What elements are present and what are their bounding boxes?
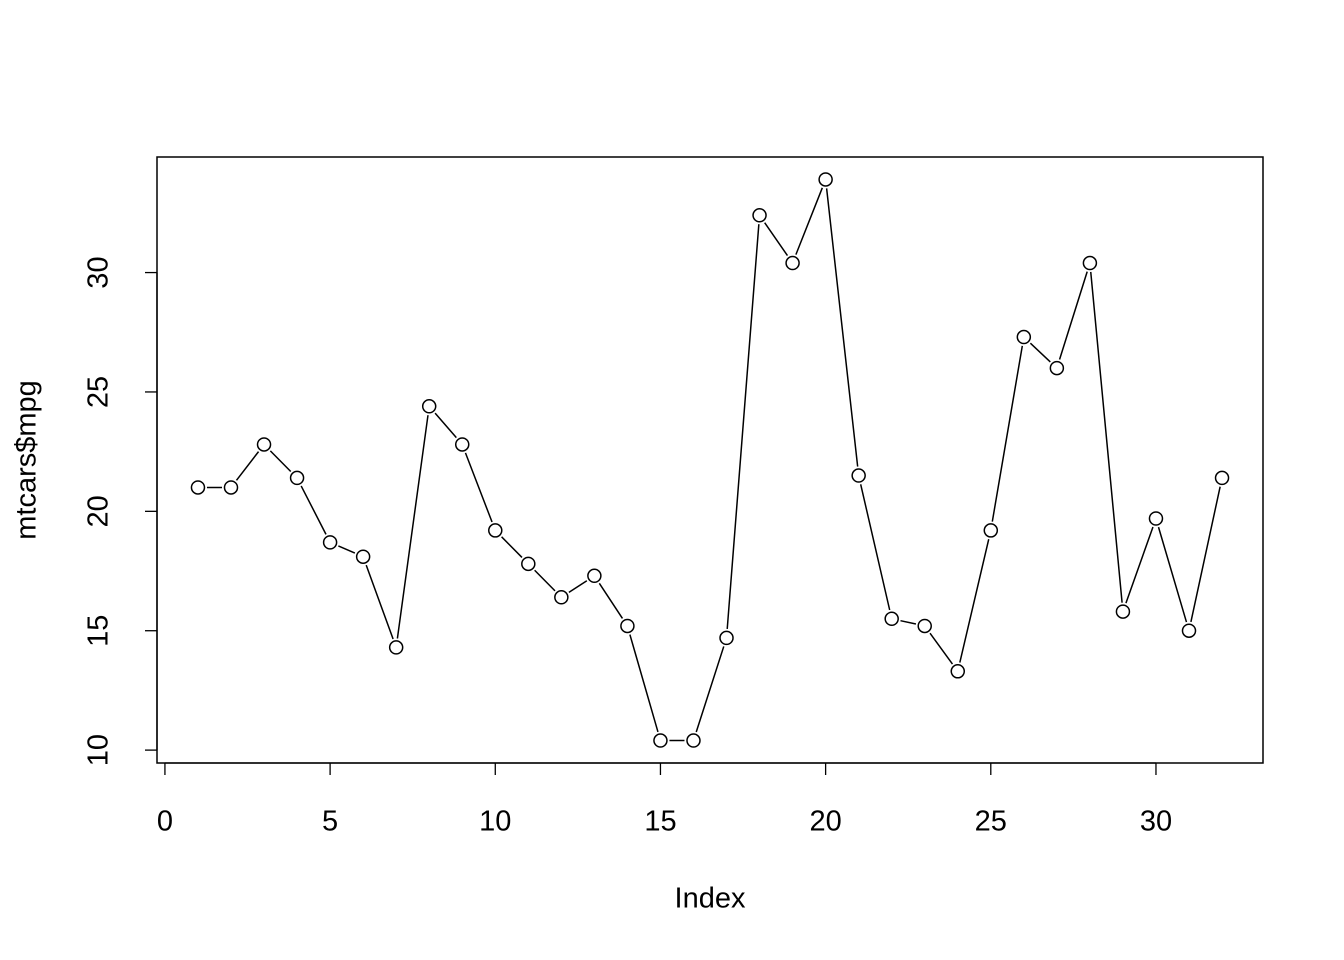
- x-tick-label: 30: [1140, 806, 1172, 838]
- point: [421, 399, 437, 414]
- point: [521, 556, 536, 572]
- y-tick-label: 15: [83, 615, 115, 647]
- x-tick-label: 5: [322, 806, 338, 838]
- point: [620, 618, 635, 634]
- point: [289, 470, 305, 486]
- point: [190, 480, 206, 495]
- y-tick-label: 30: [83, 256, 115, 288]
- point: [1148, 511, 1164, 526]
- y-tick-label: 10: [83, 734, 115, 766]
- plot-frame: [156, 156, 1264, 764]
- point: [355, 549, 371, 564]
- x-tick-label: 15: [644, 806, 676, 838]
- y-tick-label: 25: [83, 376, 115, 408]
- point: [587, 568, 602, 584]
- point: [653, 733, 668, 748]
- y-tick-label: 20: [83, 495, 115, 527]
- point: [388, 640, 404, 655]
- point: [785, 255, 800, 271]
- point: [884, 611, 899, 627]
- x-tick-label: 10: [479, 806, 511, 838]
- line-path: [206, 187, 1221, 742]
- point: [322, 535, 338, 550]
- point: [752, 208, 767, 223]
- point: [488, 523, 503, 538]
- point: [719, 630, 734, 646]
- point: [851, 468, 866, 483]
- x-tick-label: 20: [809, 806, 841, 838]
- point: [983, 523, 999, 538]
- point: [554, 590, 569, 605]
- point: [686, 733, 701, 748]
- point: [454, 437, 470, 452]
- point: [818, 172, 833, 187]
- point: [1082, 255, 1098, 271]
- point: [1115, 604, 1131, 619]
- point: [1214, 470, 1230, 486]
- x-axis-label: Index: [675, 883, 746, 915]
- point: [1016, 329, 1032, 345]
- point: [1049, 360, 1065, 376]
- point: [1181, 623, 1197, 638]
- point: [256, 437, 272, 452]
- point: [917, 618, 932, 634]
- x-tick-label: 25: [975, 806, 1007, 838]
- point: [950, 664, 966, 679]
- point: [223, 480, 239, 495]
- x-tick-label: 0: [157, 806, 173, 838]
- y-axis-label: mtcars$mpg: [11, 380, 43, 540]
